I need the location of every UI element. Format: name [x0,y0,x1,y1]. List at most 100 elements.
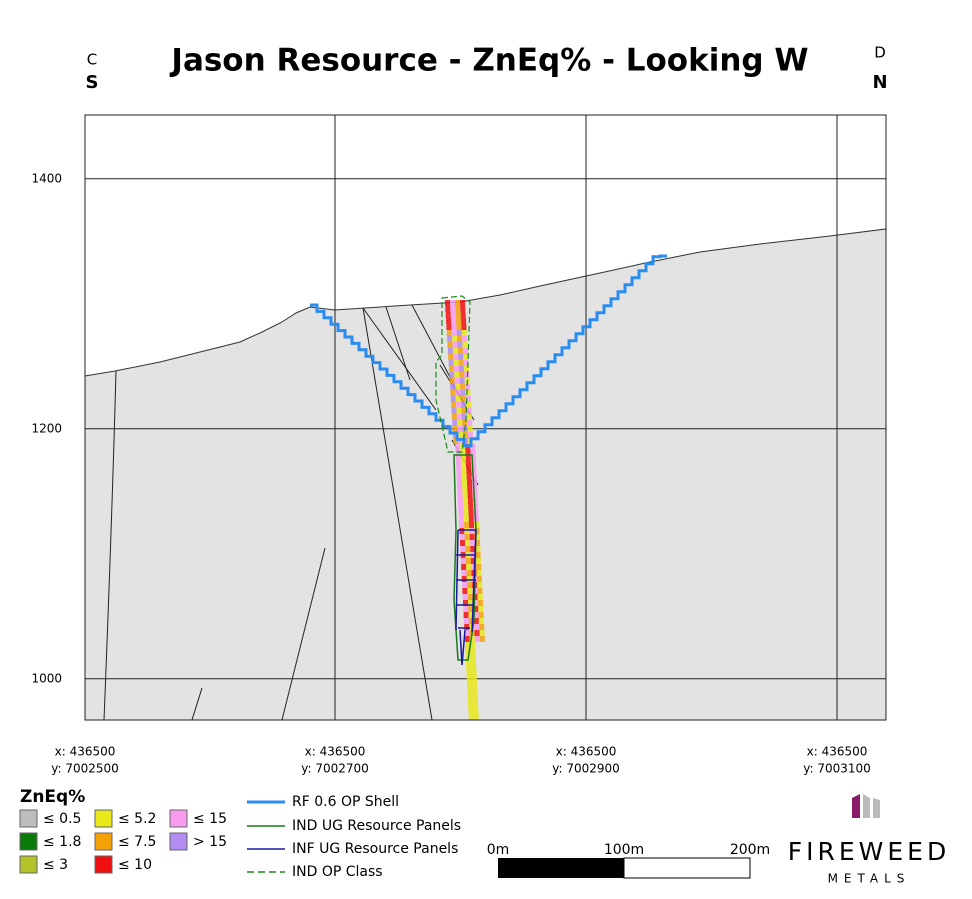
y-label: y: 7003100 [803,762,871,776]
ore-cell [462,432,468,438]
ore-cell [461,402,467,408]
ore-cell [462,420,468,426]
ore-cell [471,564,477,570]
ore-cell [452,432,458,438]
legend-swatch [19,832,38,851]
ore-cell [468,510,474,516]
ore-cell [473,510,479,516]
ore-cell [473,714,479,720]
ore-cell [460,300,465,306]
ore-cell [464,636,470,642]
ore-cell [451,318,457,324]
ore-cell [462,594,468,600]
ore-cell [452,426,458,432]
ore-cell [475,552,481,558]
ore-cell [468,504,474,510]
ore-cell [458,516,464,522]
ore-cell [461,576,467,582]
ore-cell [472,498,478,504]
title: Jason Resource - ZnEq% - Looking W [169,43,808,79]
ore-cell [462,348,468,354]
ore-cell [471,468,477,474]
ore-cell [458,504,464,510]
ore-cell [462,336,468,342]
ore-cell [465,384,471,390]
ore-cell [478,600,483,606]
scale-label: 100m [604,842,644,858]
ore-cell [468,702,474,708]
ore-cell [470,648,476,654]
ore-cell [462,492,468,498]
ore-cell [470,654,476,660]
ore-cell [445,306,451,312]
legend-swatch [169,832,188,851]
ore-cell [462,342,468,348]
ore-cell [468,714,474,720]
ore-cell [446,318,452,324]
ore-cell [466,474,472,480]
ore-cell [455,396,461,402]
scale-label: 200m [730,842,770,858]
ore-cell [463,516,469,522]
ore-cell [470,456,476,462]
ore-cell [462,582,468,588]
ore-cell [465,642,471,648]
ore-cell [465,390,471,396]
ore-cell [457,432,463,438]
ore-cell [463,612,469,618]
ore-cell [474,630,480,636]
ore-cell [475,546,481,552]
y-tick-label: 1200 [31,421,62,435]
ore-cell [469,636,475,642]
ore-cell [468,618,474,624]
ore-cell [464,624,470,630]
ore-cell [451,330,457,336]
plot-frame [84,114,887,721]
ore-cell [455,444,461,450]
ore-cell [467,588,473,594]
ore-cell [446,330,452,336]
ore-cell [460,306,466,312]
ore-cell [455,456,461,462]
ore-cell [467,426,473,432]
ore-cell [452,348,458,354]
ore-cell [462,588,468,594]
legend-swatch [169,809,188,828]
legend-label: ≤ 3 [43,857,68,873]
ore-cell [452,420,458,426]
ore-cell [466,462,472,468]
ore-cell [466,408,472,414]
x-label: x: 436500 [556,745,617,759]
ore-cell [468,606,474,612]
ore-cell [458,438,464,444]
ore-cell [479,630,485,636]
ore-cell [465,558,471,564]
ore-cell [471,678,477,684]
legend-label: ≤ 0.5 [43,811,81,827]
ore-cell [471,660,476,666]
ore-cell [466,678,472,684]
legend-label: ≤ 7.5 [118,834,156,850]
line-legend-label: IND UG Resource Panels [292,818,461,834]
ore-cell [453,354,459,360]
ore-cell [463,366,469,372]
scale-bar-black [498,858,624,878]
ore-cell [464,630,470,636]
ore-cell [466,570,472,576]
drill-hole [103,370,117,721]
ore-cell [470,540,475,546]
ore-cell [463,606,469,612]
ore-cell [459,522,465,528]
drill-hole [385,306,411,381]
legend-title: ZnEq% [20,787,85,807]
logo-name: FIREWEED [788,837,950,866]
section-plot [84,114,887,721]
ore-cell [467,582,473,588]
ore-cell [467,690,473,696]
ore-cell [452,336,458,342]
ore-cell [454,372,460,378]
ore-cell [466,414,472,420]
ore-cell [474,522,480,528]
ore-cell [469,534,475,540]
logo-icon [852,794,880,818]
